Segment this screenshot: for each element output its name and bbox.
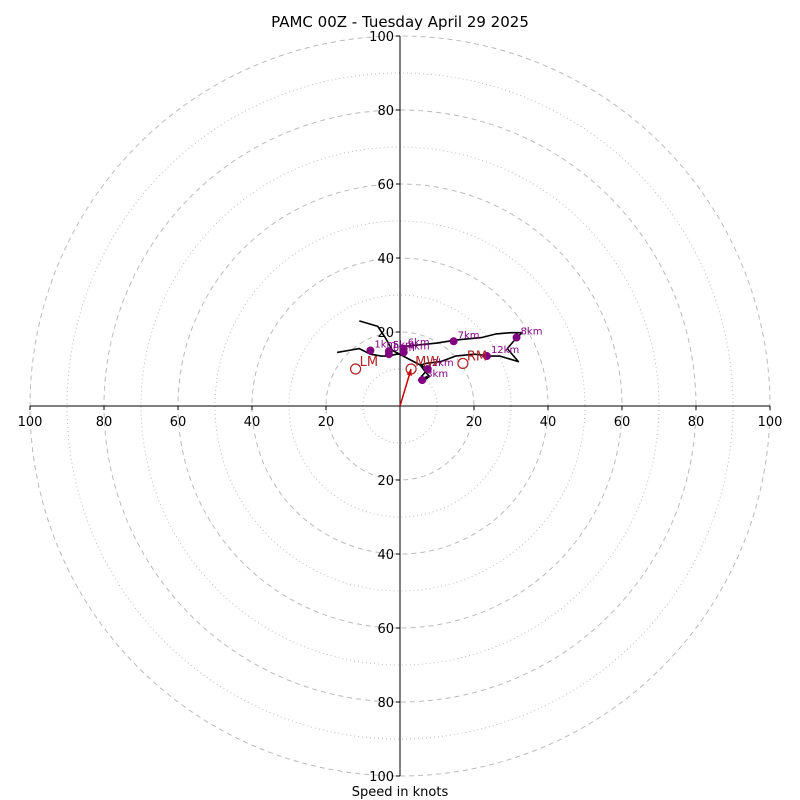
height-marker-8km (512, 333, 521, 342)
storm-marker-LM (350, 363, 362, 375)
y-tick-label: 40 (377, 252, 394, 267)
height-label-7km: 7km (458, 330, 480, 341)
y-tick-label: 100 (369, 30, 394, 45)
tick-labels: 20 20 20 20 40 40 40 40 60 60 60 60 80 80 80 80 100 100 10… (18, 30, 783, 785)
height-label-3km: 3km (426, 369, 448, 380)
height-label-2km: 2km (432, 358, 454, 369)
height-marker-1km (366, 346, 375, 355)
y-tick-label: 40 (377, 548, 394, 563)
chart-title: PAMC 00Z - Tuesday April 29 2025 (271, 13, 529, 31)
y-tick-label: 80 (377, 696, 394, 711)
hodograph-trace (336, 320, 523, 383)
x-tick-label: 40 (244, 415, 261, 430)
y-tick-label: 60 (377, 622, 394, 637)
storm-label-MW: MW (415, 355, 439, 370)
height-marker-2km (423, 365, 432, 373)
storm-marker-MW (405, 363, 417, 375)
x-tick-label: 80 (96, 415, 113, 430)
x-tick-label: 20 (466, 415, 483, 430)
height-label-8km: 8km (521, 327, 543, 338)
height-label-6km: 6km (408, 338, 430, 349)
y-tick-label: 60 (377, 178, 394, 193)
storm-marker-RM (457, 357, 469, 370)
height-marker-6km (399, 344, 408, 353)
height-label-12km: 12km (491, 345, 519, 356)
x-axis-label: Speed in knots (352, 785, 449, 800)
y-tick-label: 100 (369, 770, 394, 785)
storm-label-RM: RM (467, 349, 487, 364)
x-tick-label: 20 (318, 415, 335, 430)
height-label-4km: 4km (408, 341, 430, 352)
y-tick-label: 20 (377, 326, 394, 341)
y-tick-label: 20 (377, 474, 394, 489)
x-tick-label: 100 (758, 415, 783, 430)
y-tick-label: 80 (377, 104, 394, 119)
x-tick-label: 100 (18, 415, 43, 430)
height-markers: 2km3km4km5km6km7km8km12km1km0km (366, 327, 543, 385)
height-marker-12km (482, 352, 491, 361)
hodograph-line-0 (336, 320, 523, 383)
height-label-1km: 1km (374, 340, 396, 351)
x-tick-label: 40 (540, 415, 557, 430)
x-tick-label: 80 (688, 415, 705, 430)
shear-vector (399, 368, 412, 407)
x-tick-label: 60 (170, 415, 187, 430)
height-marker-3km (418, 376, 427, 385)
storm-label-LM: LM (360, 355, 378, 370)
x-tick-label: 60 (614, 415, 631, 430)
storm-motion-markers: LM MW RM (350, 349, 487, 375)
height-marker-0km (384, 350, 393, 359)
height-label-0km: 0km (393, 343, 415, 354)
height-marker-7km (449, 337, 458, 346)
